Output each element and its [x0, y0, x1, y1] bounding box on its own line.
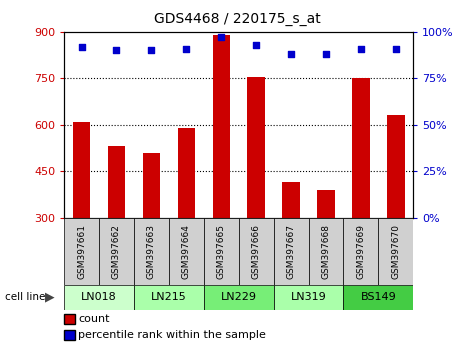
Text: GSM397666: GSM397666 — [252, 224, 261, 279]
Bar — [352, 78, 370, 218]
Text: LN215: LN215 — [151, 292, 187, 302]
Bar — [134, 285, 204, 310]
Text: GSM397668: GSM397668 — [322, 224, 331, 279]
Text: GSM397669: GSM397669 — [356, 224, 365, 279]
Bar — [73, 122, 90, 218]
Point — [252, 42, 260, 48]
Text: GSM397670: GSM397670 — [391, 224, 400, 279]
Bar — [343, 285, 413, 310]
Bar — [178, 128, 195, 218]
Bar — [134, 218, 169, 285]
Point — [287, 51, 295, 57]
Text: GDS4468 / 220175_s_at: GDS4468 / 220175_s_at — [154, 12, 321, 27]
Bar — [317, 190, 335, 218]
Text: percentile rank within the sample: percentile rank within the sample — [78, 330, 266, 340]
Point — [78, 44, 86, 50]
Point — [148, 47, 155, 53]
Bar — [64, 285, 134, 310]
Bar — [282, 182, 300, 218]
Bar — [169, 218, 204, 285]
Text: LN229: LN229 — [221, 292, 256, 302]
Text: GSM397667: GSM397667 — [286, 224, 295, 279]
Point — [392, 46, 399, 51]
Point — [322, 51, 330, 57]
Bar — [204, 285, 274, 310]
Bar — [274, 218, 309, 285]
Bar — [238, 218, 274, 285]
Point — [218, 35, 225, 40]
Bar — [379, 218, 413, 285]
Bar — [142, 153, 160, 218]
Bar — [99, 218, 134, 285]
Point — [357, 46, 365, 51]
Bar — [343, 218, 379, 285]
Text: BS149: BS149 — [361, 292, 396, 302]
Text: LN319: LN319 — [291, 292, 326, 302]
Bar — [387, 115, 405, 218]
Text: ▶: ▶ — [45, 291, 55, 304]
Bar — [204, 218, 238, 285]
Text: GSM397661: GSM397661 — [77, 224, 86, 279]
Text: GSM397662: GSM397662 — [112, 224, 121, 279]
Text: count: count — [78, 314, 110, 324]
Bar — [212, 35, 230, 218]
Point — [182, 46, 190, 51]
Text: GSM397665: GSM397665 — [217, 224, 226, 279]
Bar — [64, 218, 99, 285]
Point — [113, 47, 120, 53]
Text: GSM397663: GSM397663 — [147, 224, 156, 279]
Text: cell line: cell line — [5, 292, 45, 302]
Bar — [247, 77, 265, 218]
Text: LN018: LN018 — [81, 292, 117, 302]
Bar — [274, 285, 343, 310]
Bar — [309, 218, 343, 285]
Bar — [108, 147, 125, 218]
Text: GSM397664: GSM397664 — [182, 224, 191, 279]
